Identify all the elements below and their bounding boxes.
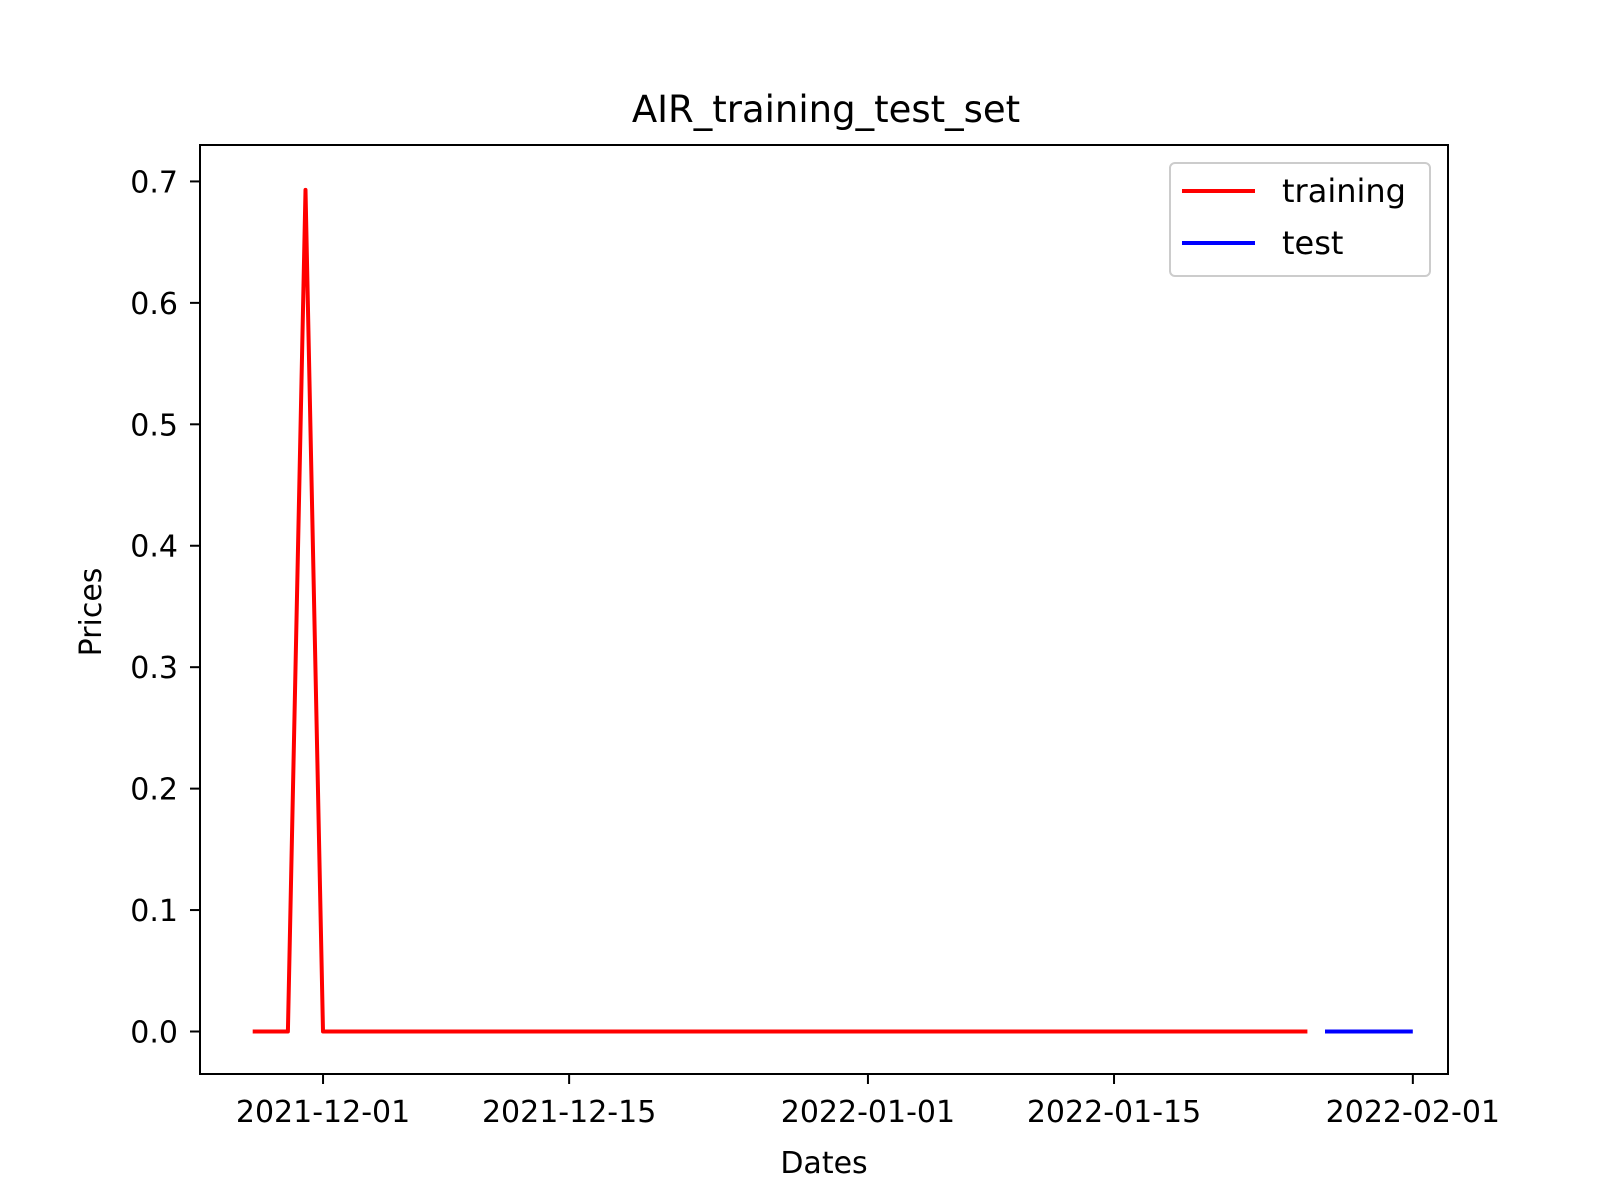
x-tick-label: 2021-12-15 (482, 1095, 656, 1130)
legend: training test (1169, 162, 1431, 277)
y-tick-label: 0.1 (130, 894, 178, 929)
x-axis: 2021-12-01 2021-12-15 2022-01-01 2022-01-15… (236, 1074, 1500, 1130)
chart-title: AIR_training_test_set (632, 88, 1020, 131)
series-lines (252, 187, 1413, 1034)
y-tick-label: 0.4 (130, 530, 178, 565)
y-tick-label: 0.7 (130, 165, 178, 200)
y-tick-label: 0.6 (130, 287, 178, 322)
y-axis-label: Prices (74, 568, 109, 657)
x-axis-label: Dates (780, 1146, 867, 1181)
x-tick-label: 2022-01-01 (781, 1095, 955, 1130)
x-tick-label: 2022-02-01 (1326, 1095, 1500, 1130)
x-tick-label: 2022-01-15 (1027, 1095, 1201, 1130)
x-tick-label: 2021-12-01 (236, 1095, 410, 1130)
y-tick-label: 0.5 (130, 408, 178, 443)
y-tick-label: 0.3 (130, 651, 178, 686)
legend-label-test: test (1282, 224, 1343, 262)
series-line-training (252, 187, 1308, 1034)
y-tick-label: 0.2 (130, 773, 178, 808)
plot-area (199, 144, 1449, 1075)
y-axis: 0.0 0.1 0.2 0.3 0.4 0.5 0.6 0.7 (130, 165, 200, 1050)
y-tick-label: 0.0 (130, 1015, 178, 1050)
legend-label-training: training (1282, 172, 1406, 210)
